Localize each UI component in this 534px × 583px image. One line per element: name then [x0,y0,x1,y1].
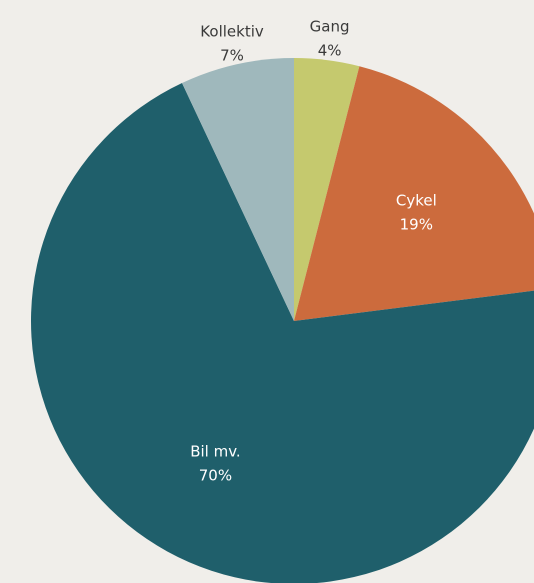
pie-slice [294,58,360,321]
slice-value-label: 19% [400,216,433,234]
slice-label: Cykel [396,192,437,210]
slice-value-label: 70% [199,466,232,484]
pie-slice [294,66,534,321]
slice-label: Bil mv. [190,442,241,460]
slice-label: Kollektiv [200,22,264,40]
pie-slice [182,58,294,321]
pie-slice [31,83,534,583]
slice-label: Gang [310,18,350,36]
slice-value-label: 7% [220,46,244,64]
slice-value-label: 4% [318,42,342,60]
